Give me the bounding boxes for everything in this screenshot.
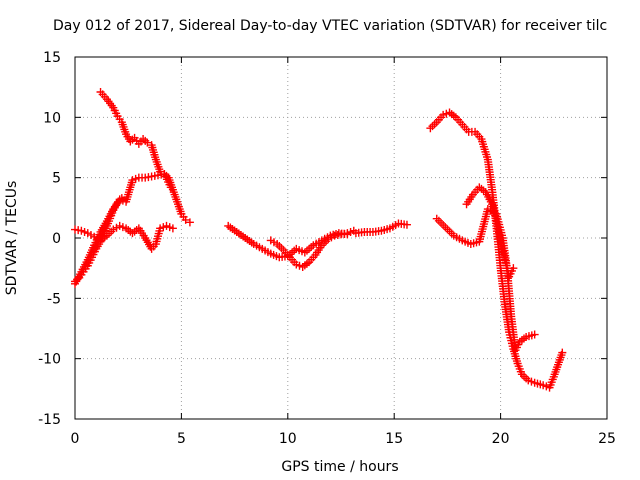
series-arc-3	[71, 221, 177, 253]
y-tick-label: -15	[38, 412, 61, 428]
data-point	[185, 218, 194, 227]
y-tick-labels: -15 -10 -5 0 5 10 15	[38, 50, 61, 428]
y-tick-label: 5	[52, 171, 61, 187]
x-tick-label: 5	[177, 431, 186, 447]
series-arc-4	[71, 194, 126, 286]
x-tick-label: 15	[385, 431, 403, 447]
series-arc-7	[351, 219, 411, 238]
data-point	[402, 220, 411, 229]
y-tick-label: 0	[52, 231, 61, 247]
data-point	[558, 348, 567, 357]
series-arc-8	[426, 108, 567, 392]
data-point	[530, 330, 539, 339]
series-arc-10	[462, 183, 518, 281]
chart-title: Day 012 of 2017, Sidereal Day-to-day VTE…	[53, 18, 607, 34]
series-arc-9	[432, 205, 539, 355]
y-tick-label: 10	[43, 110, 61, 126]
data-marks	[71, 87, 567, 392]
data-point	[117, 194, 126, 203]
data-point	[509, 264, 518, 273]
x-tick-label: 10	[279, 431, 297, 447]
axis-ticks	[74, 56, 608, 420]
x-tick-label: 20	[492, 431, 510, 447]
x-tick-label: 0	[71, 431, 80, 447]
data-point	[166, 183, 175, 192]
x-tick-label: 25	[598, 431, 616, 447]
data-point	[168, 224, 177, 233]
x-axis-label: GPS time / hours	[281, 459, 398, 475]
x-tick-labels: 0 5 10 15 20 25	[71, 431, 616, 447]
y-tick-label: -10	[38, 352, 61, 368]
data-point	[143, 138, 152, 147]
y-tick-label: -5	[47, 291, 61, 307]
series-arc-1	[96, 87, 194, 227]
y-tick-label: 15	[43, 50, 61, 66]
data-point	[181, 215, 190, 224]
y-axis-label: SDTVAR / TECUs	[4, 181, 20, 296]
